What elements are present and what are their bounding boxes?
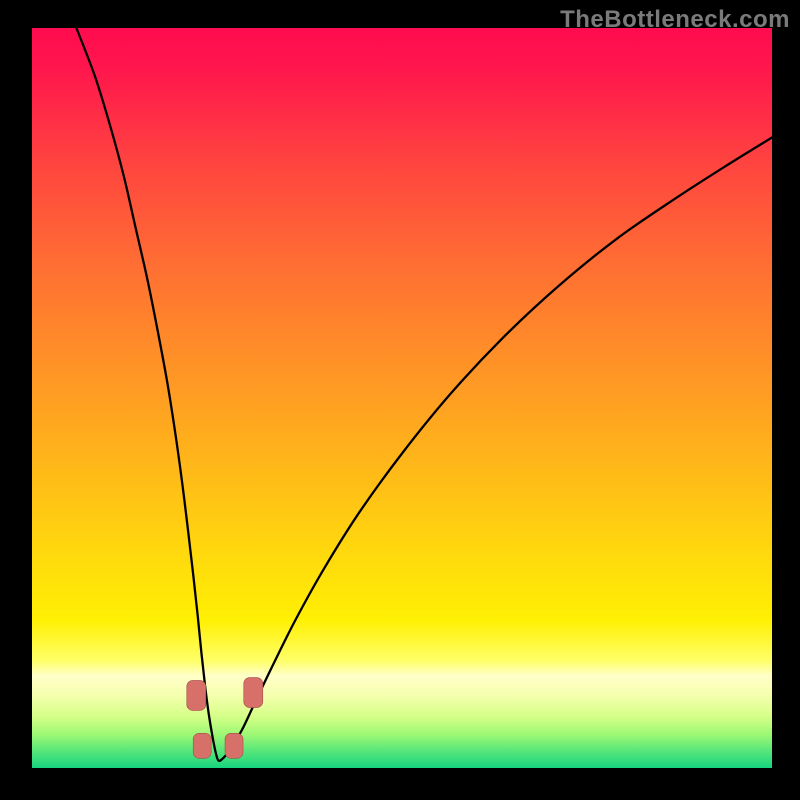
watermark-label: TheBottleneck.com [560,6,790,34]
bottleneck-chart [0,0,800,800]
plot-background [32,28,772,768]
curve-marker [193,733,211,758]
stage: TheBottleneck.com [0,0,800,800]
curve-marker [187,680,206,710]
curve-marker [225,733,243,758]
curve-marker [244,678,263,708]
